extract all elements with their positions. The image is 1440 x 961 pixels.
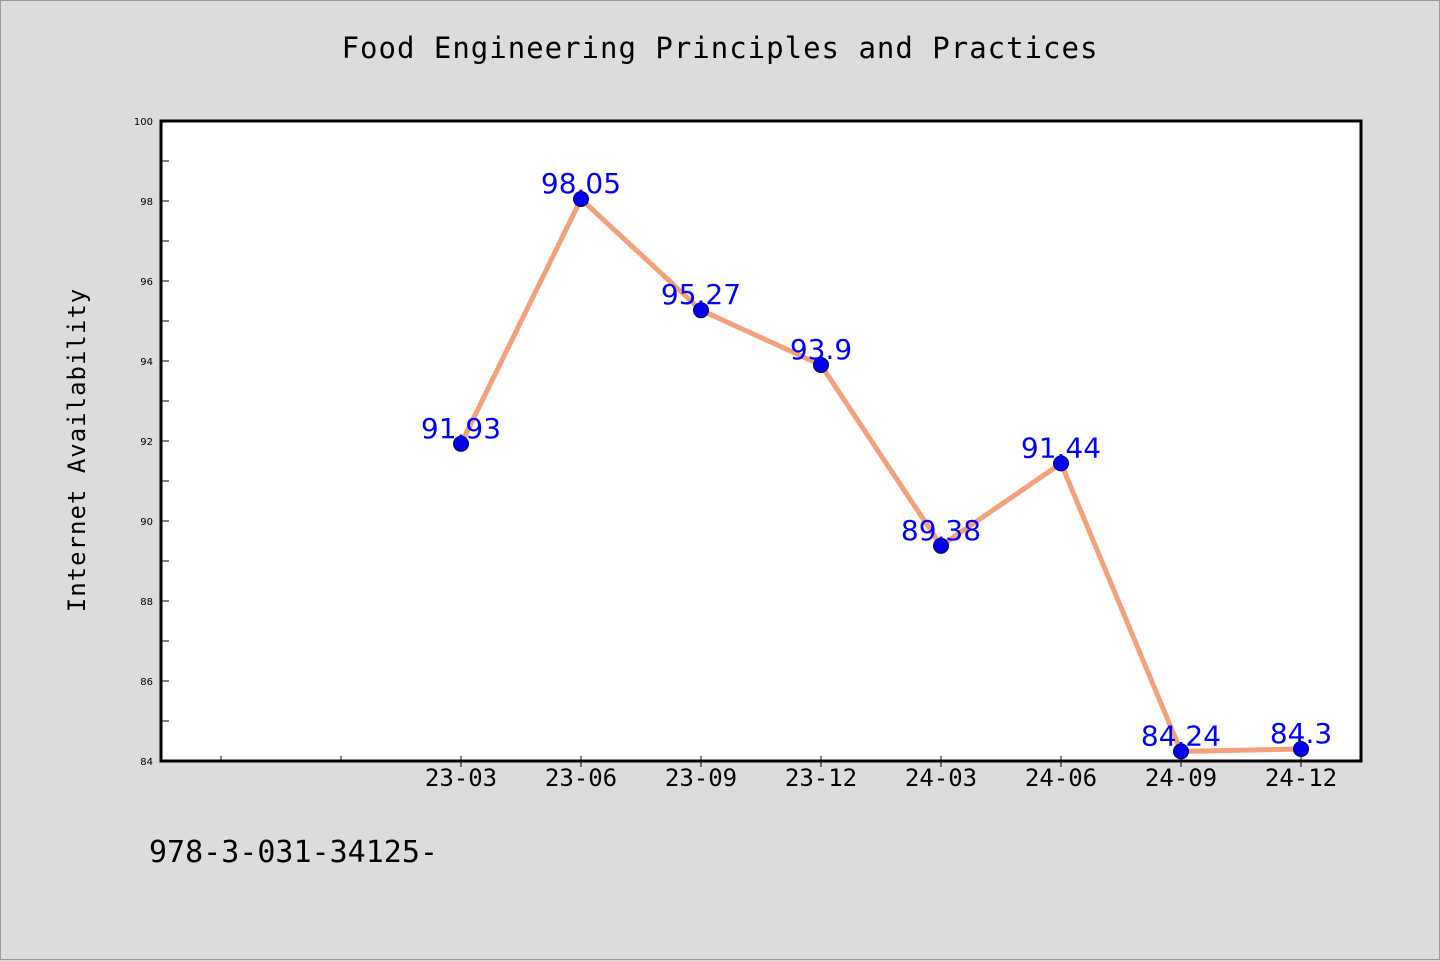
- x-tick-label: 24-06: [1025, 764, 1097, 792]
- y-tick-label: 86: [140, 677, 153, 688]
- data-label: 84.24: [1141, 719, 1221, 752]
- y-tick-label: 94: [140, 357, 153, 368]
- y-tick-label: 88: [140, 597, 153, 608]
- data-label: 89.38: [901, 514, 981, 547]
- x-tick-label: 24-03: [905, 764, 977, 792]
- data-label: 93.9: [790, 333, 852, 366]
- data-label: 91.44: [1021, 431, 1101, 464]
- series-line: [458, 196, 1302, 754]
- footer-isbn: 978-3-031-34125-: [149, 835, 438, 870]
- x-tick-label: 23-09: [665, 764, 737, 792]
- x-tick-label: 24-09: [1145, 764, 1217, 792]
- data-point: [573, 191, 589, 207]
- y-tick-label: 92: [140, 437, 153, 448]
- data-label: 95.27: [661, 278, 741, 311]
- y-tick-label: 98: [140, 197, 153, 208]
- x-tick-label: 24-12: [1265, 764, 1337, 792]
- x-tick-label: 23-03: [425, 764, 497, 792]
- y-tick-label: 90: [140, 517, 153, 528]
- y-tick-label: 96: [140, 277, 153, 288]
- data-point: [693, 302, 709, 319]
- plot-area: [159, 119, 1363, 763]
- data-label: 84.3: [1270, 717, 1332, 750]
- data-point: [1173, 743, 1189, 760]
- data-point: [453, 435, 469, 452]
- x-tick-label: 23-12: [785, 764, 857, 792]
- data-point: [1053, 455, 1069, 472]
- data-point: [933, 537, 949, 554]
- y-tick-label: 100: [134, 117, 153, 128]
- data-label: 91.93: [421, 412, 501, 445]
- y-tick-label: 84: [140, 757, 153, 768]
- data-point: [813, 357, 829, 373]
- data-label: 98.05: [541, 167, 621, 200]
- data-point: [1293, 741, 1309, 757]
- x-tick-label: 23-06: [545, 764, 617, 792]
- chart-title: Food Engineering Principles and Practice…: [341, 31, 1099, 65]
